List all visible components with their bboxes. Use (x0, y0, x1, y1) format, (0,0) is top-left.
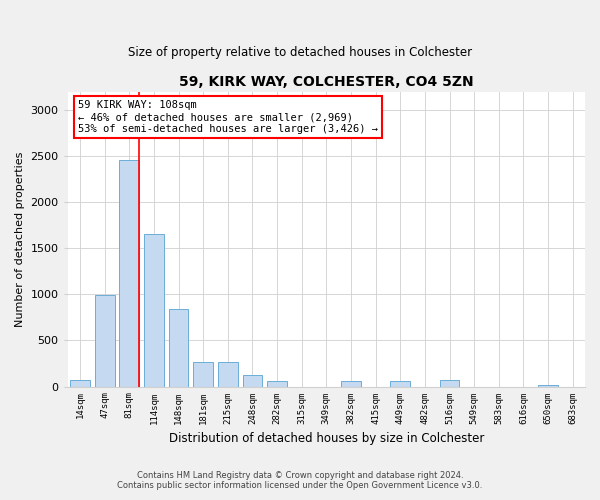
Bar (95, 296, 115, 386)
Title: 59, KIRK WAY, COLCHESTER, CO4 5ZN: 59, KIRK WAY, COLCHESTER, CO4 5ZN (179, 75, 473, 89)
Y-axis label: Number of detached properties: Number of detached properties (15, 152, 25, 326)
Bar (242, 374, 262, 386)
Bar (341, 381, 361, 386)
Bar (193, 362, 213, 386)
Bar (538, 384, 558, 386)
Bar (169, 309, 188, 386)
Bar (267, 382, 287, 386)
Text: Contains HM Land Registry data © Crown copyright and database right 2024.
Contai: Contains HM Land Registry data © Crown c… (118, 470, 482, 490)
Text: 59 KIRK WAY: 108sqm
← 46% of detached houses are smaller (2,969)
53% of semi-det: 59 KIRK WAY: 108sqm ← 46% of detached ho… (78, 100, 378, 134)
Bar (218, 362, 238, 386)
Bar (144, 234, 164, 386)
X-axis label: Distribution of detached houses by size in Colchester: Distribution of detached houses by size … (169, 432, 484, 445)
Bar (119, 160, 139, 386)
Bar (391, 380, 410, 386)
Bar (440, 380, 460, 386)
Bar (70, 380, 90, 386)
Text: Size of property relative to detached houses in Colchester: Size of property relative to detached ho… (128, 46, 472, 59)
